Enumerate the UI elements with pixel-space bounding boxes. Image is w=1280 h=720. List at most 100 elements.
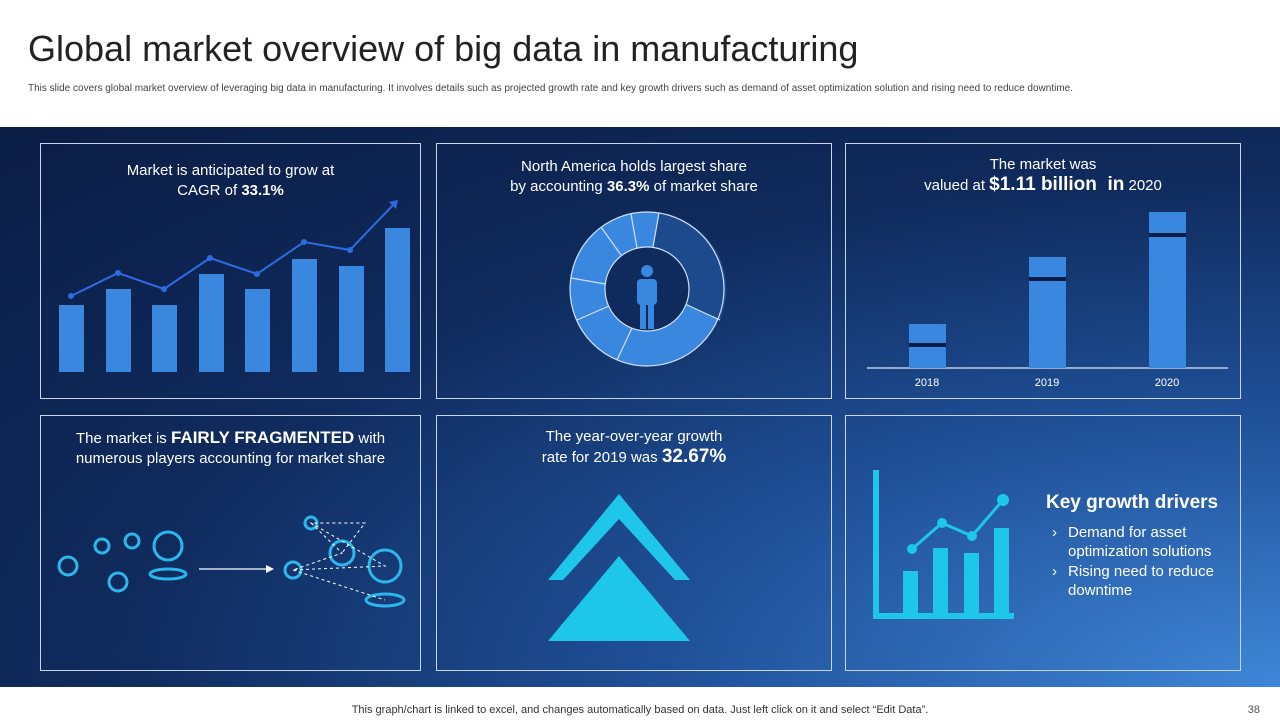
decoration [648,302,654,329]
decoration [909,343,946,347]
decoration [964,553,979,616]
text: CAGR of [177,182,242,199]
bullet: › [1052,563,1057,580]
text: numerous players accounting for market s… [75,450,386,467]
decoration [292,259,317,372]
caption: The year-over-year growth rate for 2019 … [437,427,831,468]
text: valued at [924,177,990,194]
decoration [570,277,606,285]
decoration [68,293,74,299]
donut-illustration [569,211,727,367]
fragment-illustration [57,515,406,608]
decoration [1149,212,1186,368]
decoration [68,239,353,299]
decoration [59,228,410,372]
decoration [548,494,690,580]
text: North America holds largest share [521,158,747,175]
decoration [148,567,188,581]
decoration [347,247,353,253]
decoration [254,271,260,277]
caption: The market was valued at $1.11 billion i… [846,155,1240,196]
panel-drivers: Key growth drivers › Demand for asset opt… [845,415,1241,671]
decoration [600,226,622,256]
text: 2020 [1124,177,1162,194]
highlight: 32.67% [661,446,727,467]
decoration [967,531,977,541]
page-number: 38 [1247,704,1260,716]
decoration [570,212,721,361]
list-item: › Rising need to reduce downtime [1052,562,1228,600]
decoration [903,571,918,616]
caption: The market is FAIRLY FRAGMENTED with num… [41,428,420,469]
decoration [367,548,403,584]
decoration [1029,277,1066,281]
highlight: $1.11 billion in [989,174,1125,195]
decoration [93,537,111,555]
text: rate for 2019 was [541,449,662,466]
decoration [292,569,386,601]
decoration [903,528,1009,616]
year-label: 2019 [1035,377,1059,389]
bullet: › [1052,524,1057,541]
decoration [57,555,79,577]
decoration [385,228,410,372]
decoration [637,279,657,305]
footer-note: This graph/chart is linked to excel, and… [351,704,929,716]
decoration [576,305,610,321]
decoration [909,212,1186,368]
year-label: 2020 [1155,377,1179,389]
caption: Market is anticipated to grow at CAGR of… [41,161,420,201]
decoration [907,494,1009,554]
decoration [199,274,224,372]
value-illustration: 2018 2019 2020 [867,212,1228,389]
decoration [997,494,1009,506]
slide-description: This slide covers global market overview… [28,83,1073,94]
caption: North America holds largest share by acc… [437,157,831,197]
decoration [161,286,167,292]
text: by accounting [510,178,607,195]
decoration [266,565,274,573]
decoration [70,201,397,297]
text: with [354,430,386,447]
text: Demand for asset optimization solutions [1068,524,1212,560]
decoration [123,532,141,550]
decoration [684,303,721,321]
decoration [1029,257,1066,368]
decoration [569,211,725,367]
decoration [364,592,406,608]
growth-illustration [59,200,410,372]
dashboard: Market is anticipated to grow at CAGR of… [0,127,1280,687]
decoration [339,266,364,372]
highlight: 33.1% [241,182,284,199]
panel-share: North America holds largest share by acc… [436,143,832,399]
decoration [907,544,917,554]
slide-title: Global market overview of big data in ma… [28,28,859,69]
decoration [937,518,947,528]
decoration [389,200,398,209]
growth-arrows [548,494,690,641]
decoration [909,233,1186,347]
panel-yoy: The year-over-year growth rate for 2019 … [436,415,832,671]
text: The year-over-year growth [545,428,723,445]
drivers-title: Key growth drivers [1046,492,1219,513]
drivers-list: › Demand for asset optimization solutions… [1052,523,1228,600]
decoration [630,213,638,249]
decoration [107,571,129,593]
decoration [106,289,131,372]
decoration [640,302,646,329]
decoration [292,522,387,601]
text: The market is [75,430,171,447]
decoration [57,515,406,608]
highlight: 36.3% [606,178,650,195]
decoration [616,327,633,361]
list-item: › Demand for asset optimization solutions [1052,523,1228,561]
decoration [59,305,84,372]
highlight: FAIRLY FRAGMENTED [170,428,355,447]
decoration [301,239,307,245]
decoration [115,270,121,276]
text: of market share [649,178,758,195]
decoration [152,530,184,562]
decoration [292,522,387,571]
